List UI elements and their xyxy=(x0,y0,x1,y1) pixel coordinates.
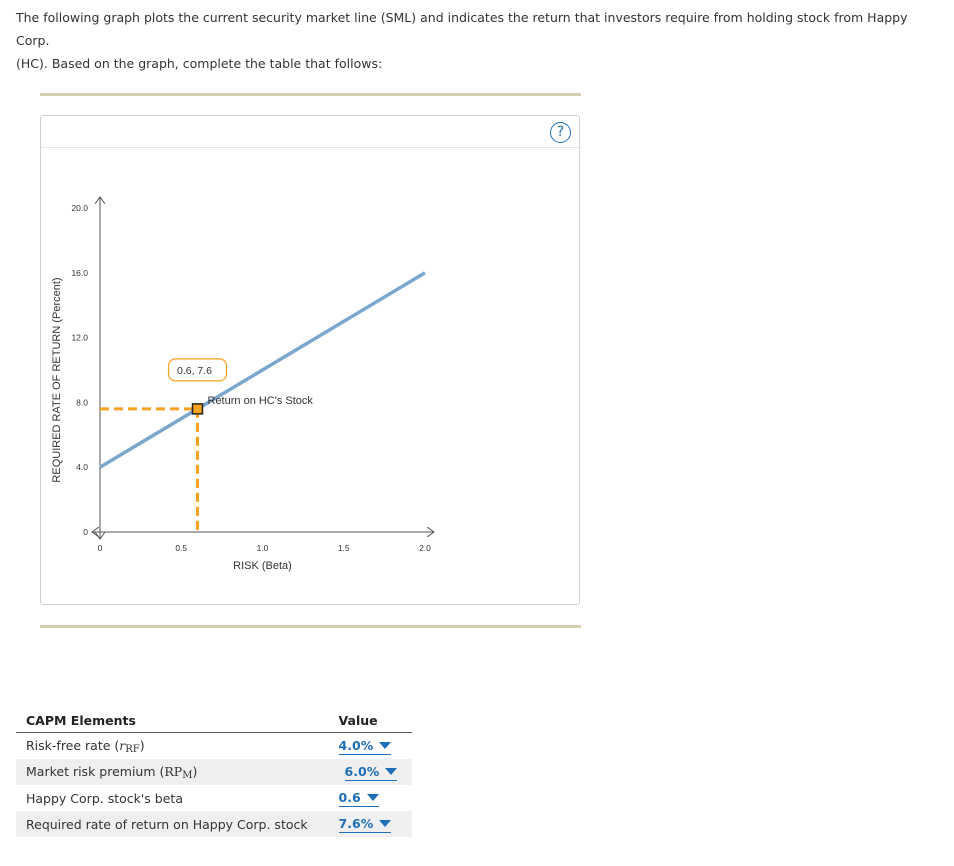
capm-value-cell: 6.0% xyxy=(338,759,412,785)
graph-panel-header-line xyxy=(41,147,579,148)
capm-value-cell: 4.0% xyxy=(338,733,412,760)
capm-table-container: CAPM Elements Value Risk-free rate (rRF)… xyxy=(16,708,416,837)
instructions-line-2: (HC). Based on the graph, complete the t… xyxy=(16,56,383,71)
y-tick-label: 4.0 xyxy=(76,462,88,472)
point-tooltip-text: 0.6, 7.6 xyxy=(177,365,212,377)
table-row: Happy Corp. stock's beta 0.6 xyxy=(16,785,412,811)
hc-stock-point-marker[interactable] xyxy=(191,403,204,415)
chart-guides xyxy=(100,407,199,532)
top-divider xyxy=(40,93,581,96)
capm-element-label: Risk-free rate (rRF) xyxy=(26,737,145,755)
graph-panel xyxy=(40,115,580,605)
x-tick-label: 1.5 xyxy=(338,543,350,553)
capm-element-label: Market risk premium (RPM) xyxy=(16,759,339,785)
sml-line xyxy=(99,271,426,469)
x-tick-label: 0.5 xyxy=(175,543,187,553)
bottom-divider xyxy=(40,625,581,628)
x-tick-label: 2.0 xyxy=(419,543,431,553)
chart-ticks: 0 0.5 1.0 1.5 2.0 0 4.0 8.0 12.0 16.0 20.0 xyxy=(71,203,431,553)
help-icon[interactable]: ? xyxy=(550,122,571,143)
dropdown-selected-value: 0.6 xyxy=(338,789,361,805)
value-dropdown[interactable]: 7.6% xyxy=(338,815,392,833)
dropdown-arrow-icon xyxy=(366,793,379,801)
y-tick-label: 0 xyxy=(83,527,88,537)
chart-point[interactable]: 0.6, 7.6 Return on HC's Stock xyxy=(167,358,314,415)
capm-value-cell: 7.6% xyxy=(338,811,412,837)
dropdown-arrow-icon xyxy=(379,819,392,827)
y-tick-label: 16.0 xyxy=(71,268,88,278)
dropdown-arrow-icon xyxy=(379,741,392,749)
value-dropdown[interactable]: 0.6 xyxy=(338,789,379,807)
y-tick-label: 8.0 xyxy=(76,397,88,407)
value-dropdown[interactable]: 6.0% xyxy=(344,763,398,781)
table-row: Required rate of return on Happy Corp. s… xyxy=(16,811,412,837)
capm-element-label: Required rate of return on Happy Corp. s… xyxy=(16,811,339,837)
point-tooltip-box xyxy=(167,358,228,382)
table-header-row: CAPM Elements Value xyxy=(16,708,412,733)
table-row: Risk-free rate (rRF) 4.0% xyxy=(16,733,412,760)
x-axis-label: RISK (Beta) xyxy=(233,560,292,572)
dropdown-arrow-icon xyxy=(385,767,398,775)
table-row: Market risk premium (RPM) 6.0% xyxy=(16,759,412,785)
y-axis-label: REQUIRED RATE OF RETURN (Percent) xyxy=(51,277,63,482)
y-tick-label: 20.0 xyxy=(71,203,88,213)
y-tick-label: 12.0 xyxy=(71,333,88,343)
capm-element-label: Happy Corp. stock's beta xyxy=(26,790,183,806)
point-label: Return on HC's Stock xyxy=(208,395,314,407)
dropdown-selected-value: 4.0% xyxy=(338,737,374,753)
instructions: The following graph plots the current se… xyxy=(16,6,936,75)
chart-axes xyxy=(93,198,433,538)
instructions-line-1: The following graph plots the current se… xyxy=(16,10,908,48)
x-tick-label: 1.0 xyxy=(257,543,269,553)
column-header-value: Value xyxy=(338,708,412,733)
capm-value-cell: 0.6 xyxy=(338,785,412,811)
chart-series xyxy=(99,271,426,469)
dropdown-selected-value: 6.0% xyxy=(344,763,380,779)
capm-table: CAPM Elements Value Risk-free rate (rRF)… xyxy=(16,708,412,837)
x-tick-label: 0 xyxy=(98,543,103,553)
dropdown-selected-value: 7.6% xyxy=(338,815,374,831)
value-dropdown[interactable]: 4.0% xyxy=(338,737,392,755)
column-header-elements: CAPM Elements xyxy=(16,708,339,733)
